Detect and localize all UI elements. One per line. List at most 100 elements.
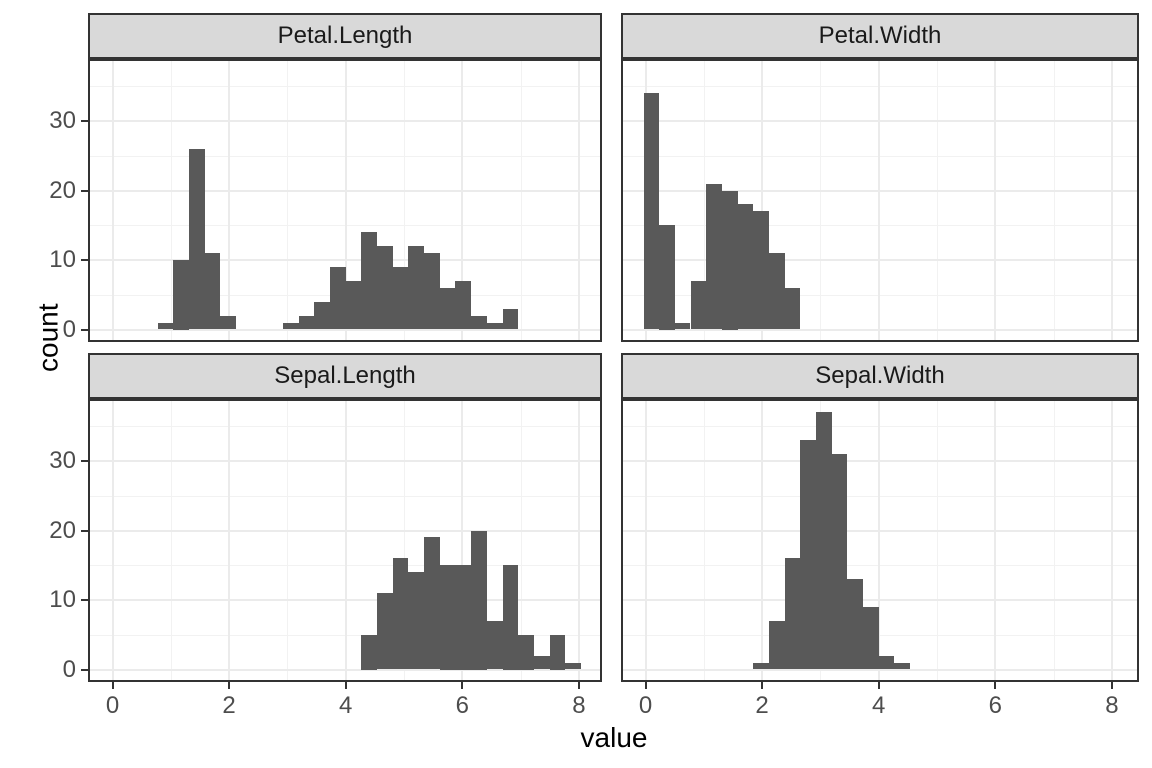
major-gridline-vertical — [1110, 399, 1113, 682]
histogram-bar — [439, 287, 456, 330]
histogram-bar — [486, 322, 503, 330]
x-axis-tick-label: 8 — [1105, 692, 1119, 719]
histogram-bar — [345, 280, 362, 330]
histogram-bar — [471, 315, 487, 330]
histogram-bar — [549, 634, 566, 670]
minor-gridline-vertical — [170, 59, 172, 342]
histogram-bar — [204, 253, 221, 330]
major-gridline-vertical — [761, 59, 764, 342]
panel-border — [621, 399, 1139, 682]
histogram-bar — [361, 634, 378, 670]
minor-gridline-vertical — [287, 399, 289, 682]
x-axis-tick-mark — [761, 682, 764, 689]
minor-gridline-vertical — [404, 59, 405, 342]
histogram-bar — [408, 572, 425, 670]
histogram-bar — [486, 620, 503, 670]
major-gridline-vertical — [461, 59, 464, 342]
histogram-bar — [768, 620, 785, 670]
y-axis-tick-label: 30 — [49, 107, 76, 134]
x-axis-tick-label: 2 — [222, 692, 236, 719]
histogram-bar — [424, 253, 440, 330]
histogram-bar — [471, 530, 487, 670]
histogram-bar — [424, 537, 440, 670]
minor-gridline-vertical — [1053, 59, 1055, 342]
major-gridline-vertical — [111, 59, 114, 342]
x-axis-tick-mark — [877, 682, 880, 689]
histogram-bar — [282, 322, 299, 330]
y-axis-tick-mark — [81, 599, 88, 601]
histogram-bar — [753, 211, 769, 330]
histogram-bar — [314, 301, 330, 330]
histogram-bar — [408, 246, 425, 330]
major-gridline-vertical — [644, 399, 647, 682]
y-axis-tick-label: 0 — [62, 655, 76, 683]
facet-strip: Petal.Width — [621, 13, 1139, 59]
major-gridline-horizontal — [621, 599, 1139, 601]
major-gridline-horizontal — [621, 189, 1139, 192]
minor-gridline-vertical — [287, 59, 289, 342]
y-axis-tick-mark — [81, 529, 88, 532]
major-gridline-vertical — [344, 399, 347, 682]
minor-gridline-vertical — [703, 59, 705, 342]
minor-gridline-vertical — [404, 399, 405, 682]
x-axis-title: value — [580, 722, 648, 753]
minor-gridline-horizontal — [621, 86, 1139, 88]
y-axis-tick-label: 0 — [62, 315, 76, 343]
x-axis-tick-label: 8 — [572, 692, 586, 719]
histogram-bar — [392, 266, 409, 330]
x-axis-tick-mark — [228, 682, 231, 689]
minor-gridline-vertical — [937, 399, 938, 682]
major-gridline-vertical — [994, 399, 997, 682]
histogram-bar — [173, 260, 189, 330]
histogram-bar — [690, 280, 707, 330]
histogram-bar — [737, 204, 754, 330]
minor-gridline-horizontal — [621, 155, 1139, 157]
minor-gridline-vertical — [170, 399, 172, 682]
y-axis-tick-mark — [81, 189, 88, 192]
major-gridline-vertical — [344, 59, 347, 342]
x-axis-tick-label: 6 — [988, 692, 1002, 719]
minor-gridline-horizontal — [621, 565, 1139, 567]
x-axis-tick-mark — [577, 682, 580, 689]
y-axis-tick-label: 10 — [49, 586, 76, 613]
minor-gridline-horizontal — [621, 634, 1139, 636]
histogram-bar — [863, 606, 879, 670]
histogram-bar — [518, 634, 534, 670]
x-axis-tick-mark — [994, 682, 997, 689]
histogram-bar — [455, 565, 472, 670]
facet-strip: Petal.Length — [88, 13, 602, 59]
histogram-bar — [643, 93, 660, 330]
histogram-bar — [815, 412, 832, 670]
x-axis-tick-mark — [644, 682, 647, 689]
y-axis-tick-mark — [81, 328, 88, 331]
minor-gridline-vertical — [937, 59, 938, 342]
minor-gridline-vertical — [1053, 399, 1055, 682]
histogram-bar — [188, 148, 205, 330]
histogram-bar — [784, 558, 801, 670]
minor-gridline-vertical — [703, 399, 705, 682]
x-axis-tick-mark — [461, 682, 464, 689]
minor-gridline-horizontal — [621, 225, 1139, 227]
histogram-bar — [721, 190, 738, 330]
major-gridline-horizontal — [621, 328, 1139, 331]
major-gridline-horizontal — [621, 259, 1139, 261]
x-axis-tick-mark — [344, 682, 347, 689]
facet-panel — [88, 59, 602, 342]
histogram-bar — [753, 662, 769, 670]
facet-strip-label: Sepal.Width — [815, 362, 945, 389]
histogram-bar — [847, 579, 863, 670]
major-gridline-vertical — [228, 399, 231, 682]
facet-panel — [88, 399, 602, 682]
minor-gridline-horizontal — [621, 495, 1139, 497]
histogram-bar — [392, 558, 409, 670]
major-gridline-vertical — [577, 59, 580, 342]
x-axis-tick-label: 6 — [455, 692, 469, 719]
major-gridline-vertical — [111, 399, 114, 682]
histogram-bar — [377, 246, 393, 330]
y-axis-tick-mark — [81, 668, 88, 671]
histogram-bar — [298, 315, 315, 330]
histogram-bar — [157, 322, 174, 330]
histogram-bar — [439, 565, 456, 670]
minor-gridline-vertical — [820, 59, 822, 342]
histogram-bar — [831, 454, 848, 670]
